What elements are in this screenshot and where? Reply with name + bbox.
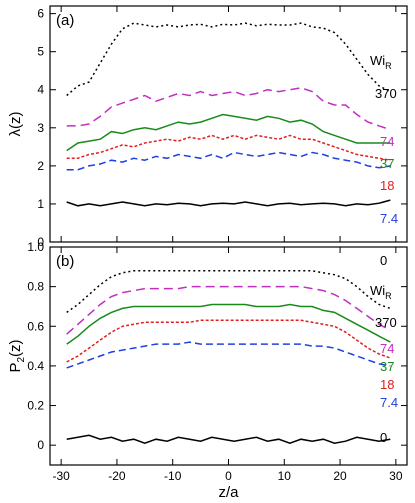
series-line-37 (66, 303, 391, 345)
legend-title-main: Wi (370, 53, 385, 68)
series-label: 0 (380, 253, 387, 268)
series-label: 7.4 (380, 395, 398, 410)
legend-title-sub: R (385, 61, 392, 71)
series-line-370 (66, 22, 391, 97)
y-axis-label-tail: (z) (7, 339, 24, 357)
series-label: 370 (375, 86, 397, 101)
legend-title: WiR (370, 53, 392, 71)
plot-frame (49, 246, 408, 466)
x-tick-label: 20 (333, 469, 347, 483)
y-tick-label: 0 (37, 235, 44, 249)
series-label: 0 (380, 430, 387, 445)
y-tick-label: 1 (37, 197, 44, 211)
legend-title-main: Wi (370, 283, 385, 298)
series-line-18 (66, 319, 391, 363)
series-label: 37 (380, 156, 394, 171)
y-tick-label: 4 (37, 83, 44, 97)
series-line-370 (66, 270, 391, 314)
y-tick-label: 0.2 (27, 399, 44, 413)
x-tick-label: -10 (164, 469, 182, 483)
series-line-74 (66, 285, 391, 335)
legend-title-sub: R (385, 291, 392, 301)
series-line-0 (66, 434, 391, 444)
series-label: 7.4 (380, 211, 398, 226)
y-tick-label: 1.0 (27, 240, 44, 254)
x-tick-label: 0 (225, 469, 232, 483)
y-tick-label: 5 (37, 45, 44, 59)
series-label: 74 (380, 341, 394, 356)
series-label: 18 (380, 178, 394, 193)
legend-title: WiR (370, 283, 392, 301)
x-tick-label: 10 (278, 469, 292, 483)
series-label: 74 (380, 134, 394, 149)
x-tick-label: 30 (389, 469, 403, 483)
series-line-7-4 (66, 151, 391, 171)
y-tick-label: 0 (37, 438, 44, 452)
x-axis-label: z/a (218, 484, 239, 501)
y-axis-label: P2(z) (7, 339, 27, 372)
series-label: 370 (375, 315, 397, 330)
plot-frame (49, 5, 408, 243)
y-tick-label: 0.6 (27, 319, 44, 333)
panel-label: (b) (56, 253, 74, 270)
panel-b: 00.20.40.60.81.0-30 -20 -10 0 10 20 30(b)WiR37… (7, 240, 408, 501)
series-label: 18 (380, 377, 394, 392)
x-tick-label: -20 (108, 469, 126, 483)
y-axis-label-main: P (7, 363, 24, 373)
series-label: 37 (380, 359, 394, 374)
series-line-74 (66, 87, 391, 131)
y-axis-label-sub: 2 (16, 357, 27, 363)
series-line-0 (66, 199, 391, 207)
y-tick-label: 0.8 (27, 280, 44, 294)
y-tick-label: 3 (37, 121, 44, 135)
x-tick-label: -30 (52, 469, 70, 483)
y-tick-label: 2 (37, 159, 44, 173)
y-axis-label: λ(z) (7, 112, 24, 137)
y-tick-label: 0.4 (27, 359, 44, 373)
panel-a: 0 1 2 3 4 5 6 (a) WiR 370 74 37 18 7.4 0 λ(z) (7, 5, 408, 268)
y-tick-label: 6 (37, 7, 44, 21)
series-line-18 (66, 134, 391, 161)
series-line-7-4 (66, 341, 391, 369)
series-line-37 (66, 113, 391, 152)
panel-label: (a) (56, 12, 74, 29)
